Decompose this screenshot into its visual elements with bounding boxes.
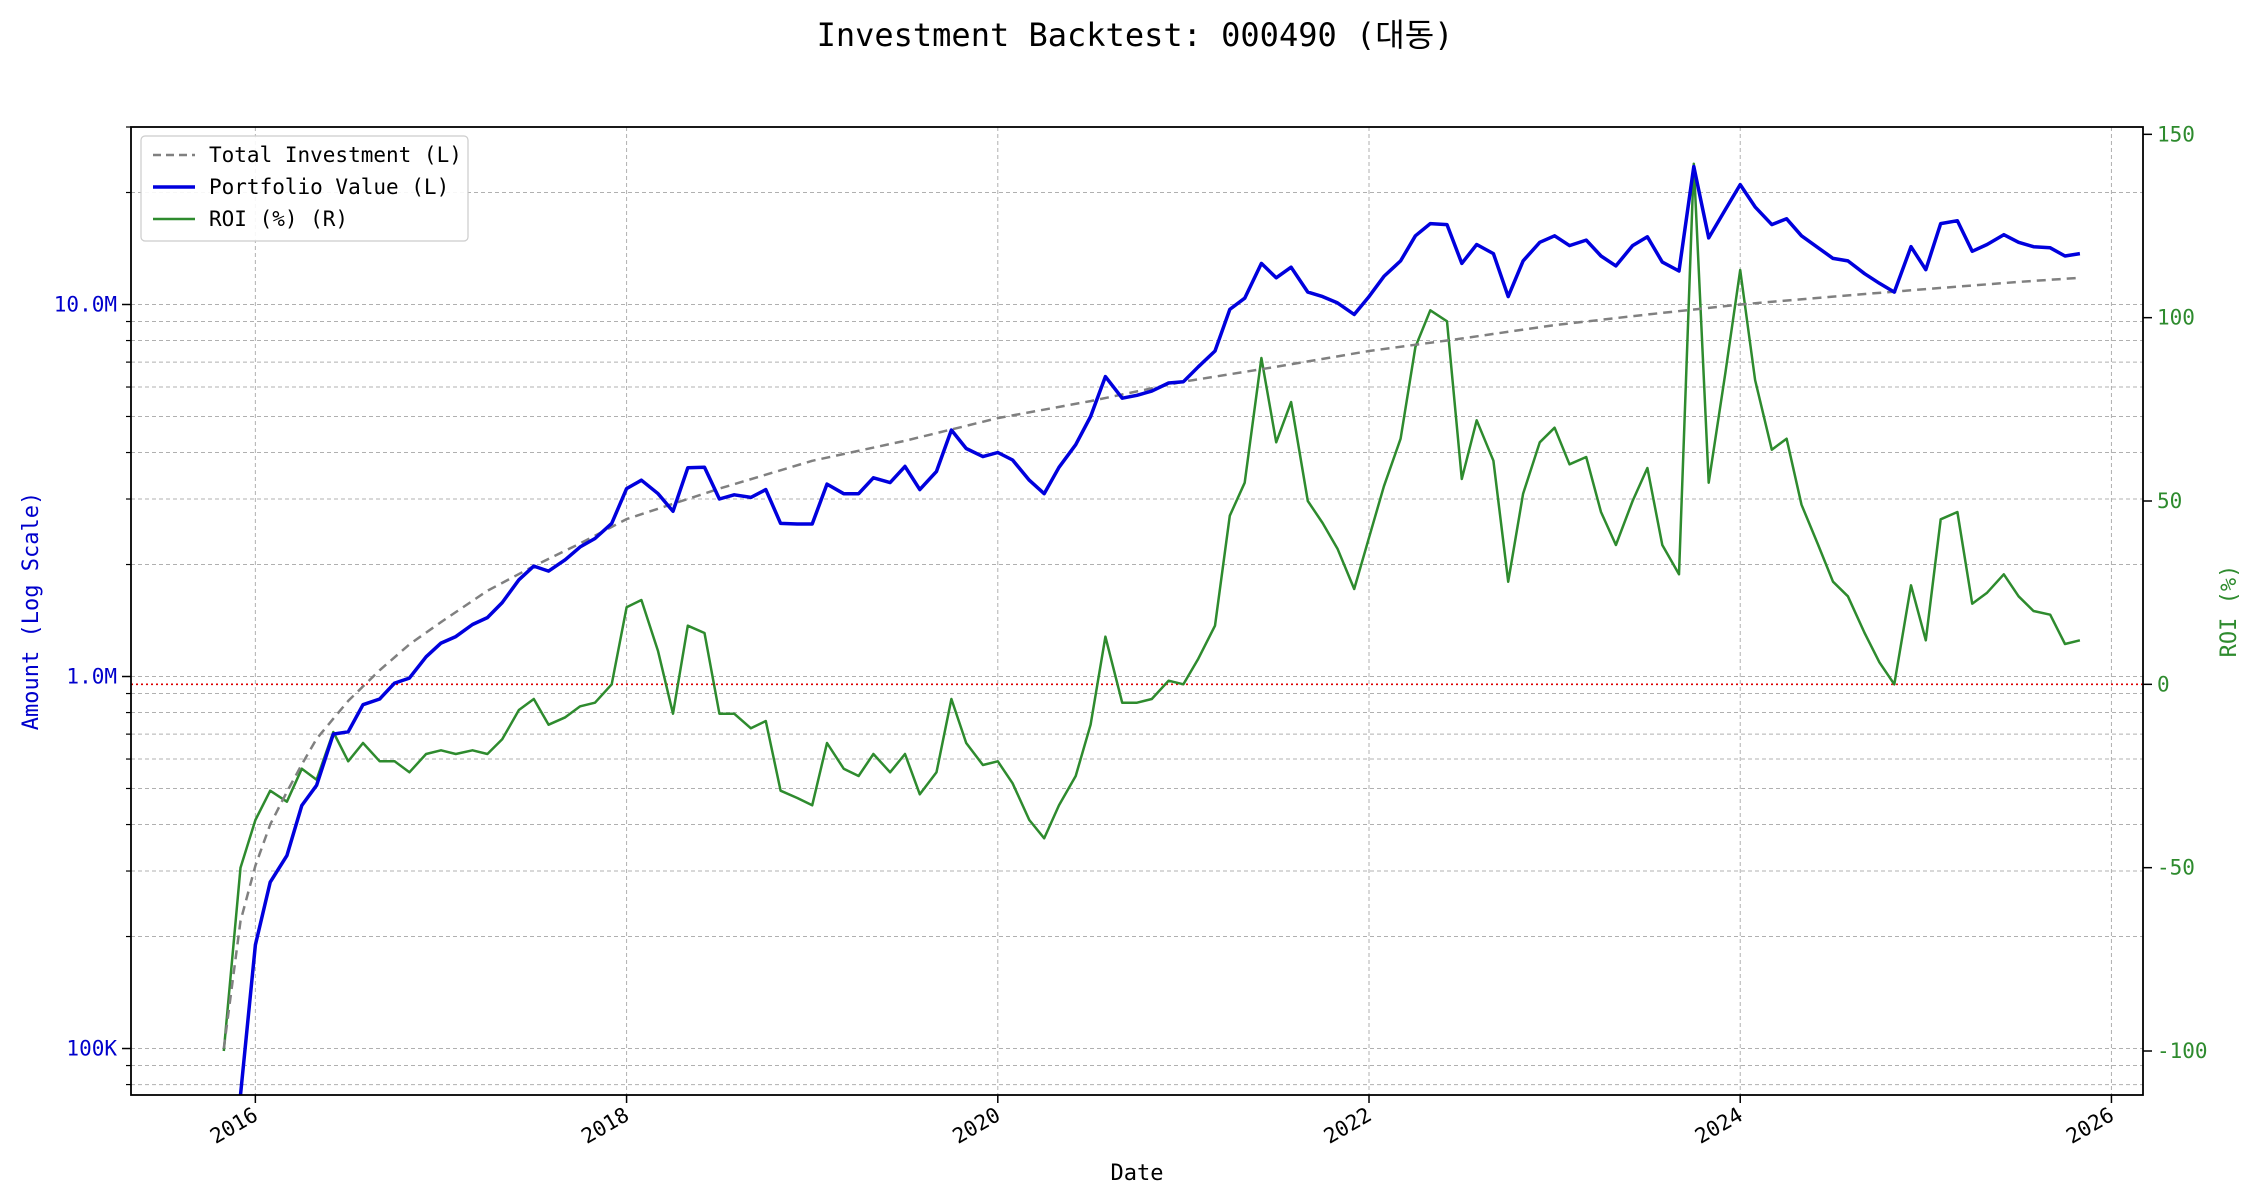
series-total-investment xyxy=(222,276,2080,1049)
legend-label-roi: ROI (%) (R) xyxy=(209,207,348,231)
legend-label-total-investment: Total Investment (L) xyxy=(209,143,462,167)
left-tick-label: 1.0M xyxy=(66,665,117,689)
left-tick-label: 100K xyxy=(66,1037,117,1061)
right-tick-label: 0 xyxy=(2157,672,2170,696)
series-layer xyxy=(222,162,2081,1096)
left-y-axis-label: Amount (Log Scale) xyxy=(19,492,44,730)
right-tick-label: 100 xyxy=(2157,306,2195,330)
legend: Total Investment (L) Portfolio Value (L)… xyxy=(140,135,469,242)
right-tick-label: -50 xyxy=(2157,856,2195,880)
left-y-axis: 100K 1.0M 10.0M xyxy=(54,126,131,1086)
legend-label-portfolio-value: Portfolio Value (L) xyxy=(209,175,449,199)
series-roi xyxy=(222,162,2081,1052)
right-y-axis: -100 -50 0 50 100 150 xyxy=(2143,122,2208,1063)
chart-title: Investment Backtest: 000490 (대동) xyxy=(817,16,1454,54)
series-portfolio-value xyxy=(238,164,2081,1096)
right-tick-label: 150 xyxy=(2157,122,2195,146)
x-axis-label: Date xyxy=(1111,1161,1164,1186)
left-tick-label: 10.0M xyxy=(54,292,117,316)
right-tick-label: -100 xyxy=(2157,1039,2208,1063)
legend-box xyxy=(140,135,469,242)
plot-frame xyxy=(130,126,2144,1096)
right-y-axis-label: ROI (%) xyxy=(2217,565,2242,658)
right-tick-label: 50 xyxy=(2157,489,2182,513)
